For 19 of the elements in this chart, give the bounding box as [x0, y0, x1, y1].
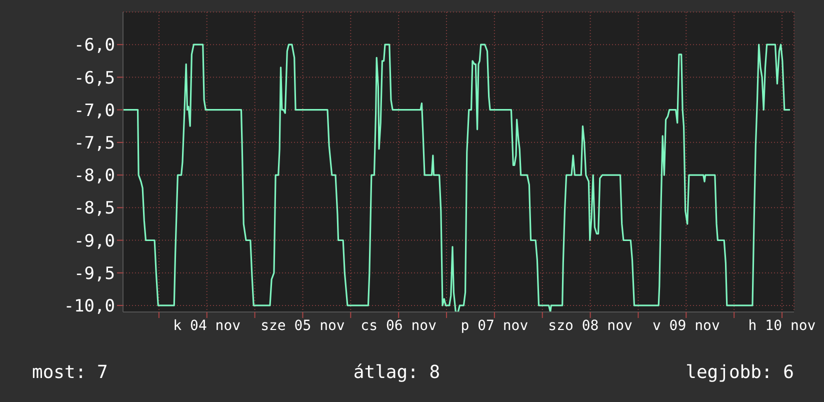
- x-tick-label: cs 06 nov: [360, 318, 437, 334]
- x-tick-label: p 07 nov: [460, 318, 528, 334]
- x-tick-label: v 09 nov: [652, 318, 720, 334]
- x-tick-label: sze 05 nov: [260, 318, 345, 334]
- x-tick-label: szo 08 nov: [548, 318, 632, 334]
- y-tick-label: -7,0: [74, 100, 115, 121]
- x-tick-label: h 10 nov: [748, 318, 816, 334]
- y-tick-label: -7,5: [74, 133, 115, 154]
- y-tick-label: -9,0: [74, 231, 115, 252]
- y-tick-label: -6,5: [74, 68, 115, 88]
- y-tick-label: -10,0: [64, 296, 115, 317]
- text: átlag: 8: [353, 362, 440, 383]
- y-tick-label: -6,0: [74, 36, 115, 56]
- text: most: 7: [32, 362, 108, 383]
- y-tick-label: -8,0: [74, 166, 115, 186]
- x-tick-label: k 04 nov: [173, 318, 241, 334]
- text: legjobb: 6: [686, 362, 794, 383]
- y-tick-label: -8,5: [74, 198, 115, 219]
- y-tick-label: -9,5: [74, 264, 115, 284]
